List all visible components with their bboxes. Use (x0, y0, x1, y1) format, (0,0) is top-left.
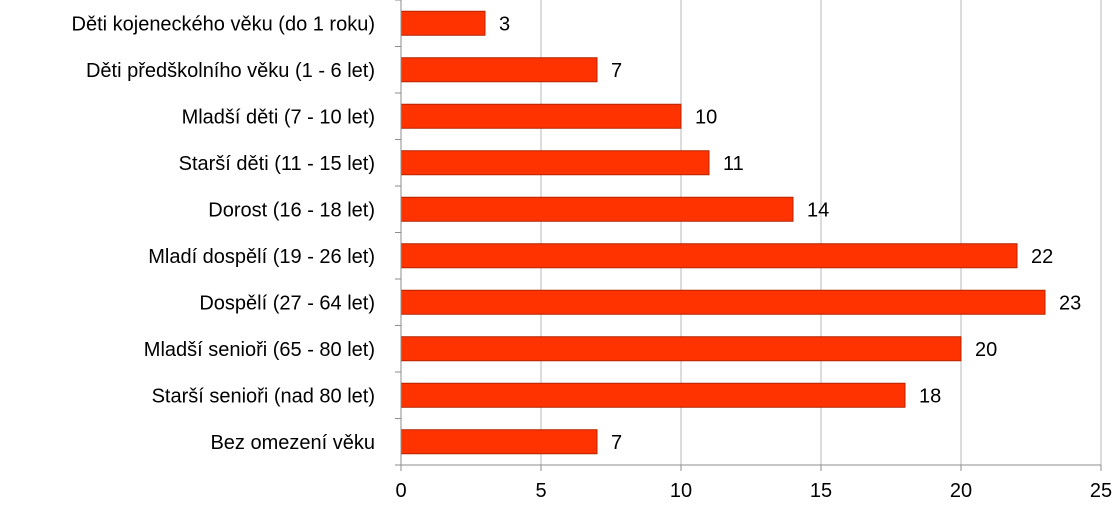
category-label: Mladší senioři (65 - 80 let) (144, 339, 375, 361)
category-label: Starší senioři (nad 80 let) (152, 385, 375, 407)
value-label: 20 (975, 339, 997, 361)
value-label: 3 (499, 13, 510, 35)
category-label: Mladí dospělí (19 - 26 let) (148, 246, 375, 268)
value-label: 11 (723, 153, 744, 175)
value-label: 22 (1031, 246, 1053, 268)
x-tick-label: 0 (395, 480, 406, 502)
category-label: Dospělí (27 - 64 let) (199, 292, 375, 314)
bar (400, 10, 486, 36)
x-tick-label: 15 (810, 480, 832, 502)
value-label: 14 (807, 199, 829, 221)
x-tick-label: 20 (950, 480, 972, 502)
bar (400, 382, 906, 408)
category-label: Dorost (16 - 18 let) (208, 199, 375, 221)
x-tick-label: 25 (1090, 480, 1112, 502)
bar (400, 150, 710, 176)
category-label: Mladší děti (7 - 10 let) (182, 106, 375, 128)
axes (395, 0, 1102, 471)
bar (400, 243, 1018, 269)
value-label: 18 (919, 385, 941, 407)
category-label: Starší děti (11 - 15 let) (179, 153, 375, 175)
bar (400, 289, 1046, 315)
category-label: Bez omezení věku (210, 432, 375, 454)
x-tick-label: 5 (535, 480, 546, 502)
bar (400, 196, 794, 222)
value-label: 7 (611, 432, 622, 454)
value-label: 7 (611, 60, 622, 82)
x-tick-label: 10 (670, 480, 692, 502)
bar (400, 336, 962, 362)
bar (400, 429, 598, 455)
value-label: 10 (695, 106, 717, 128)
category-label: Děti kojeneckého věku (do 1 roku) (72, 13, 376, 35)
value-label: 23 (1059, 292, 1081, 314)
bar (400, 57, 598, 83)
category-label: Děti předškolního věku (1 - 6 let) (86, 60, 375, 82)
bars (400, 10, 1046, 455)
bar (400, 103, 682, 129)
labels: 0 5 10 15 20 25 Děti kojeneckého věku (do 1 ro… (72, 13, 1113, 502)
